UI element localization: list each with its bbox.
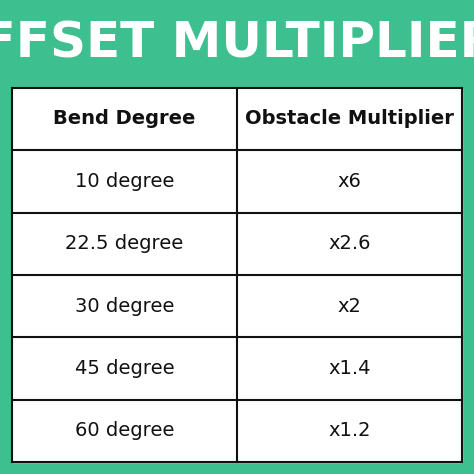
Text: x2: x2	[337, 297, 362, 316]
Text: 22.5 degree: 22.5 degree	[65, 234, 183, 253]
Text: 30 degree: 30 degree	[75, 297, 174, 316]
Bar	[12, 88, 462, 462]
Text: x1.4: x1.4	[328, 359, 371, 378]
Text: Bend Degree: Bend Degree	[53, 109, 196, 128]
Text: 45 degree: 45 degree	[74, 359, 174, 378]
Text: x1.2: x1.2	[328, 421, 371, 440]
Text: 60 degree: 60 degree	[75, 421, 174, 440]
Text: x6: x6	[337, 172, 362, 191]
Text: x2.6: x2.6	[328, 234, 371, 253]
Text: OFFSET MULTIPLIERS: OFFSET MULTIPLIERS	[0, 20, 474, 68]
Text: 10 degree: 10 degree	[75, 172, 174, 191]
Text: Obstacle Multiplier: Obstacle Multiplier	[245, 109, 454, 128]
